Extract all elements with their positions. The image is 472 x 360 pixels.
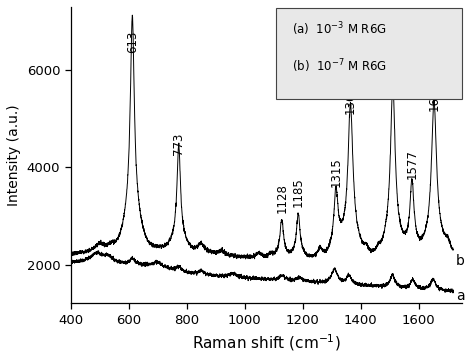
Text: (a)  10$^{-3}$ M R6G: (a) 10$^{-3}$ M R6G xyxy=(292,20,387,38)
X-axis label: Raman shift (cm$^{-1}$): Raman shift (cm$^{-1}$) xyxy=(192,332,341,353)
Text: b: b xyxy=(456,253,464,267)
Text: 1653: 1653 xyxy=(428,82,440,112)
Text: 1185: 1185 xyxy=(292,177,305,207)
Text: a: a xyxy=(456,289,464,303)
Text: 1511: 1511 xyxy=(386,62,399,92)
Text: (b)  10$^{-7}$ M R6G: (b) 10$^{-7}$ M R6G xyxy=(292,58,387,76)
Text: 1577: 1577 xyxy=(405,150,419,180)
Text: 613: 613 xyxy=(126,31,139,53)
FancyBboxPatch shape xyxy=(276,8,462,99)
Text: 1315: 1315 xyxy=(329,157,343,187)
Text: 1128: 1128 xyxy=(275,184,288,213)
Text: 1365: 1365 xyxy=(344,84,357,114)
Y-axis label: Intensity (a.u.): Intensity (a.u.) xyxy=(7,104,21,206)
Text: 773: 773 xyxy=(172,133,185,155)
